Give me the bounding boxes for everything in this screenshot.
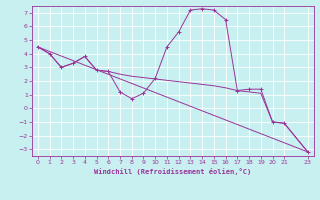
X-axis label: Windchill (Refroidissement éolien,°C): Windchill (Refroidissement éolien,°C) — [94, 168, 252, 175]
